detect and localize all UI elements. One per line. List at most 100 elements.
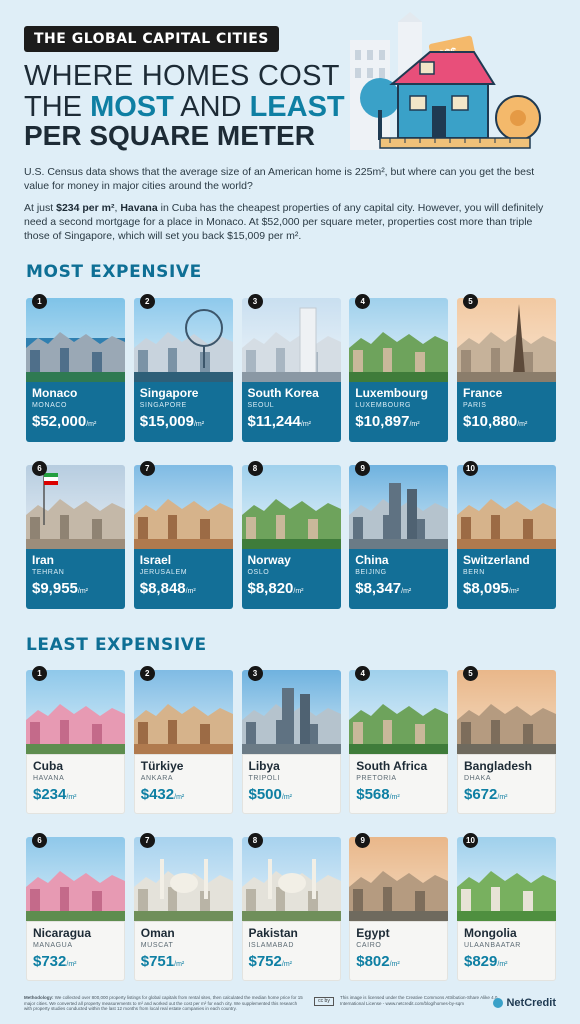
city-card: Oman MUSCAT $751/m² 7 [133, 833, 233, 982]
price-value: $9,955 [32, 580, 78, 597]
city-name: OSLO [247, 569, 270, 576]
title-least: LEAST [249, 91, 345, 123]
city-name: TEHRAN [32, 569, 65, 576]
price-unit: /m² [66, 794, 77, 801]
country-name: Singapore [139, 386, 199, 400]
city-photo-coast [26, 298, 125, 382]
price-unit: /m² [174, 961, 185, 968]
country-name: Nicaragua [33, 926, 92, 940]
rank-badge: 1 [32, 294, 47, 309]
intro-p2-post: in Cuba has the cheapest properties of a… [24, 202, 544, 242]
price-unit: /m² [77, 588, 88, 595]
city-card: Mongolia ULAANBAATAR $829/m² 10 [457, 833, 556, 982]
price-value: $10,880 [463, 413, 518, 430]
card-info: Bangladesh DHAKA $672/m² [457, 754, 556, 814]
city-photo [133, 465, 233, 549]
city-photo [241, 465, 341, 549]
rank-badge: 9 [355, 461, 371, 476]
least-row-2: Nicaragua MANAGUA $732/m² 6 Oman MUSCAT $751/… [26, 833, 556, 982]
card-info: Iran TEHRAN $9,955/m² [26, 549, 125, 609]
card-info: South Africa PRETORIA $568/m² [349, 754, 449, 814]
price-per-sqm: $732/m² [33, 953, 118, 970]
price-value: $52,000 [32, 413, 87, 430]
city-photo-mosque [133, 837, 233, 921]
rank-badge: 4 [355, 294, 371, 309]
city-card: Libya TRIPOLI $500/m² 3 [241, 666, 341, 815]
city-name: SEOUL [247, 402, 275, 409]
price-per-sqm: $8,347/m² [355, 580, 442, 597]
price-per-sqm: $8,095/m² [463, 580, 550, 597]
rank-badge: 8 [247, 461, 263, 476]
country-name: Switzerland [463, 553, 530, 567]
rank-badge: 2 [139, 294, 155, 309]
city-card: Iran TEHRAN $9,955/m² 6 [26, 461, 125, 610]
price-unit: /m² [389, 961, 400, 968]
price-unit: /m² [281, 961, 292, 968]
city-photo-hills [457, 837, 556, 921]
city-photo [349, 465, 449, 549]
city-photo [241, 837, 341, 921]
price-unit: /m² [401, 588, 412, 595]
city-photo-towers [349, 465, 449, 549]
title-line-3: PER SQUARE METER [24, 120, 315, 151]
card-info: Switzerland BERN $8,095/m² [457, 549, 556, 609]
price-value: $752 [248, 953, 282, 970]
netcredit-logo: NetCredit [493, 997, 556, 1009]
intro-paragraph-1: U.S. Census data shows that the average … [24, 166, 535, 192]
city-card: Luxembourg LUXEMBOURG $10,897/m² 4 [349, 294, 449, 443]
most-row-1: Monaco MONACO $52,000/m² 1 Singapore SINGAPO… [26, 294, 556, 443]
title-and: AND [173, 91, 250, 123]
city-photo [241, 670, 341, 754]
price-value: $8,095 [463, 580, 509, 597]
price-unit: /m² [497, 794, 508, 801]
card-info: Pakistan ISLAMABAD $752/m² [241, 921, 341, 981]
rank-badge: 2 [139, 666, 155, 681]
city-name: TRIPOLI [248, 775, 280, 782]
city-photo-green [349, 670, 449, 754]
city-photo-flag [26, 465, 125, 549]
city-photo [349, 670, 449, 754]
city-card: Egypt CAIRO $802/m² 9 [349, 833, 449, 982]
creative-commons-badge: cc by [314, 997, 334, 1006]
rank-badge: 6 [32, 833, 47, 848]
intro-p2-pre: At just [24, 202, 57, 214]
country-name: Oman [140, 926, 175, 940]
city-name: MONACO [32, 402, 68, 409]
price-value: $11,244 [247, 413, 301, 430]
price-value: $829 [464, 953, 498, 970]
price-unit: /m² [193, 421, 205, 428]
country-name: Egypt [356, 926, 390, 940]
city-name: DHAKA [464, 775, 492, 782]
netcredit-logo-icon [493, 998, 504, 1008]
price-value: $8,347 [355, 580, 402, 597]
city-photo [26, 670, 125, 754]
city-name: BERN [463, 569, 485, 576]
city-card: Israel JERUSALEM $8,848/m² 7 [133, 461, 233, 610]
price-per-sqm: $15,009/m² [140, 413, 227, 430]
city-photo-old [457, 465, 556, 549]
price-unit: /m² [409, 421, 420, 428]
price-value: $10,897 [355, 413, 410, 430]
country-name: Pakistan [248, 926, 298, 940]
rank-badge: 9 [355, 833, 371, 848]
city-photo [133, 670, 233, 754]
price-unit: /m² [185, 588, 196, 595]
city-name: PARIS [463, 402, 487, 409]
rank-badge: 1 [32, 666, 47, 681]
price-unit: /m² [174, 794, 185, 801]
city-card: China BEIJING $8,347/m² 9 [349, 461, 449, 610]
city-name: LUXEMBOURG [355, 402, 412, 409]
country-name: Luxembourg [355, 386, 428, 400]
city-card: Singapore SINGAPORE $15,009/m² 2 [133, 294, 233, 443]
city-card: Cuba HAVANA $234/m² 1 [26, 666, 125, 815]
city-card: Monaco MONACO $52,000/m² 1 [26, 294, 125, 443]
card-info: Türkiye ANKARA $432/m² [133, 754, 233, 814]
rank-badge: 5 [463, 294, 478, 309]
methodology-text: We collected over 800,000 property listi… [24, 995, 303, 1011]
most-expensive-grid: Monaco MONACO $52,000/m² 1 Singapore SINGAPO… [26, 294, 556, 610]
title-line-1: WHERE HOMES COST [24, 60, 340, 92]
title-the: THE [24, 91, 91, 123]
city-name: CAIRO [356, 942, 382, 949]
city-photo-green [241, 465, 341, 549]
city-photo-pink [26, 837, 125, 921]
